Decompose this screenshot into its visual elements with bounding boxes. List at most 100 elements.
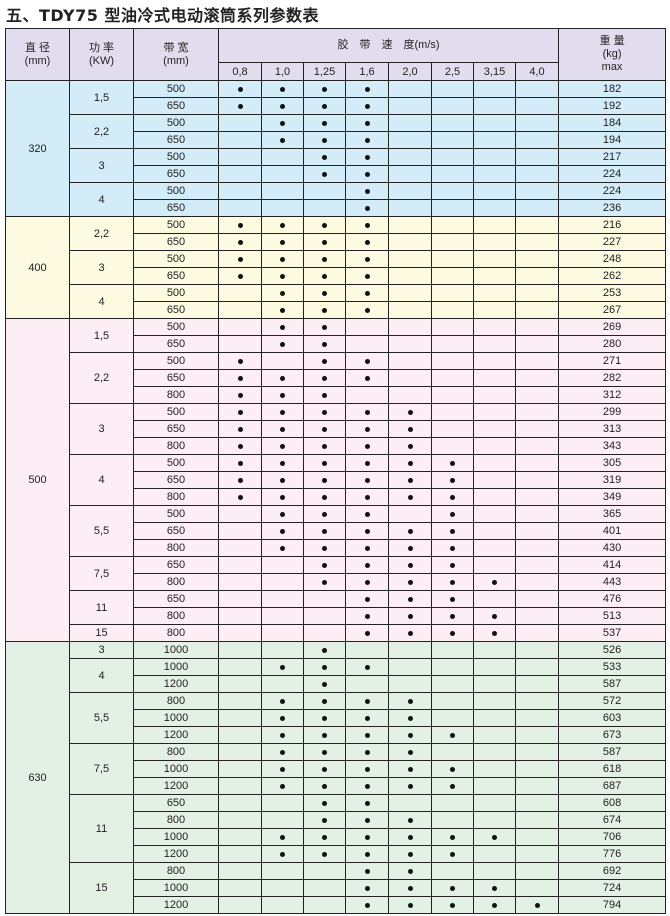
available-dot-icon bbox=[322, 817, 327, 823]
speed-cell bbox=[388, 80, 432, 98]
available-dot-icon bbox=[237, 392, 243, 398]
speed-cell bbox=[473, 692, 516, 710]
weight-cell: 414 bbox=[558, 556, 667, 574]
speed-cell bbox=[388, 165, 432, 183]
speed-cell bbox=[431, 335, 474, 353]
available-dot-icon bbox=[407, 630, 413, 636]
speed-cell bbox=[473, 862, 516, 880]
speed-cell bbox=[514, 199, 560, 217]
speed-cell bbox=[303, 437, 346, 455]
available-dot-icon bbox=[322, 426, 327, 432]
available-dot-icon bbox=[322, 800, 327, 806]
speed-cell bbox=[345, 369, 389, 387]
available-dot-icon bbox=[407, 783, 413, 789]
speed-cell bbox=[473, 675, 516, 693]
speed-cell bbox=[473, 760, 516, 778]
available-dot-icon bbox=[322, 358, 327, 364]
available-dot-icon bbox=[364, 86, 370, 92]
table-row: 4 500 224 bbox=[5, 182, 667, 217]
available-dot-icon bbox=[407, 613, 413, 619]
available-dot-icon bbox=[322, 664, 327, 670]
speed-cell bbox=[514, 284, 560, 302]
available-dot-icon bbox=[534, 902, 540, 908]
available-dot-icon bbox=[407, 409, 413, 415]
speed-cell bbox=[431, 131, 474, 149]
speed-cell bbox=[388, 182, 432, 200]
speed-cell bbox=[261, 777, 304, 795]
speed-cell bbox=[473, 590, 516, 608]
speed-cell bbox=[431, 573, 474, 591]
speed-cell bbox=[218, 624, 262, 642]
power-cell: 3 bbox=[69, 403, 134, 455]
available-dot-icon bbox=[450, 477, 455, 483]
speed-cell bbox=[261, 590, 304, 608]
available-dot-icon bbox=[407, 868, 413, 874]
speed-cell bbox=[218, 386, 262, 404]
header-weight: 重 量 (kg) max bbox=[558, 28, 667, 81]
speed-cell bbox=[431, 454, 474, 472]
speed-cell bbox=[431, 182, 474, 200]
speed-cell bbox=[514, 573, 560, 591]
header-speed-0: 0,8 bbox=[218, 62, 262, 81]
speed-cell bbox=[218, 216, 262, 234]
available-dot-icon bbox=[237, 273, 243, 279]
speed-cell bbox=[218, 335, 262, 353]
speed-cell bbox=[388, 488, 432, 506]
speed-cell bbox=[388, 250, 432, 268]
speed-cell bbox=[473, 828, 516, 846]
speed-cell bbox=[303, 709, 346, 727]
power-cell: 2,2 bbox=[69, 216, 134, 251]
speed-cell bbox=[431, 488, 474, 506]
speed-cell bbox=[473, 556, 516, 574]
available-dot-icon bbox=[322, 477, 327, 483]
speed-cell bbox=[431, 233, 474, 251]
weight-cell: 216 bbox=[558, 216, 667, 234]
speed-cell bbox=[218, 641, 262, 659]
weight-cell: 365 bbox=[558, 505, 667, 523]
available-dot-icon bbox=[237, 222, 243, 228]
available-dot-icon bbox=[407, 426, 413, 432]
weight-cell: 572 bbox=[558, 692, 667, 710]
header-speed-1: 1,0 bbox=[261, 62, 304, 81]
width-cell: 650 bbox=[133, 420, 219, 438]
weight-cell: 280 bbox=[558, 335, 667, 353]
speed-cell bbox=[514, 182, 560, 200]
table-row: 800 674 bbox=[5, 811, 667, 829]
available-dot-icon bbox=[322, 766, 327, 772]
speed-cell bbox=[303, 80, 346, 98]
speed-cell bbox=[261, 97, 304, 115]
speed-cell bbox=[473, 386, 516, 404]
speed-cell bbox=[514, 726, 560, 744]
available-dot-icon bbox=[364, 494, 370, 500]
available-dot-icon bbox=[280, 749, 285, 755]
speed-cell bbox=[303, 845, 346, 863]
available-dot-icon bbox=[280, 477, 285, 483]
width-cell: 800 bbox=[133, 811, 219, 829]
speed-cell bbox=[218, 420, 262, 438]
available-dot-icon bbox=[237, 358, 243, 364]
weight-cell: 248 bbox=[558, 250, 667, 268]
speed-cell bbox=[473, 165, 516, 183]
weight-cell: 269 bbox=[558, 318, 667, 336]
width-cell: 650 bbox=[133, 369, 219, 387]
speed-cell bbox=[473, 573, 516, 591]
header-diameter-label: 直 径 bbox=[24, 41, 51, 54]
speed-cell bbox=[514, 97, 560, 115]
speed-cell bbox=[303, 386, 346, 404]
available-dot-icon bbox=[407, 443, 413, 449]
header-weight-unit: (kg) bbox=[602, 48, 622, 60]
speed-cell bbox=[514, 556, 560, 574]
power-cell: 7,5 bbox=[69, 556, 134, 591]
available-dot-icon bbox=[237, 256, 243, 262]
width-cell: 500 bbox=[133, 284, 219, 302]
speed-cell bbox=[431, 386, 474, 404]
speed-cell bbox=[473, 896, 516, 914]
power-cell: 4 bbox=[69, 658, 134, 693]
table-row: 2,2 500 271 bbox=[5, 352, 667, 404]
speed-cell bbox=[431, 794, 474, 812]
available-dot-icon bbox=[280, 851, 285, 857]
speed-cell bbox=[345, 760, 389, 778]
speed-cell bbox=[345, 896, 389, 914]
width-cell: 800 bbox=[133, 437, 219, 455]
speed-cell bbox=[345, 743, 389, 761]
